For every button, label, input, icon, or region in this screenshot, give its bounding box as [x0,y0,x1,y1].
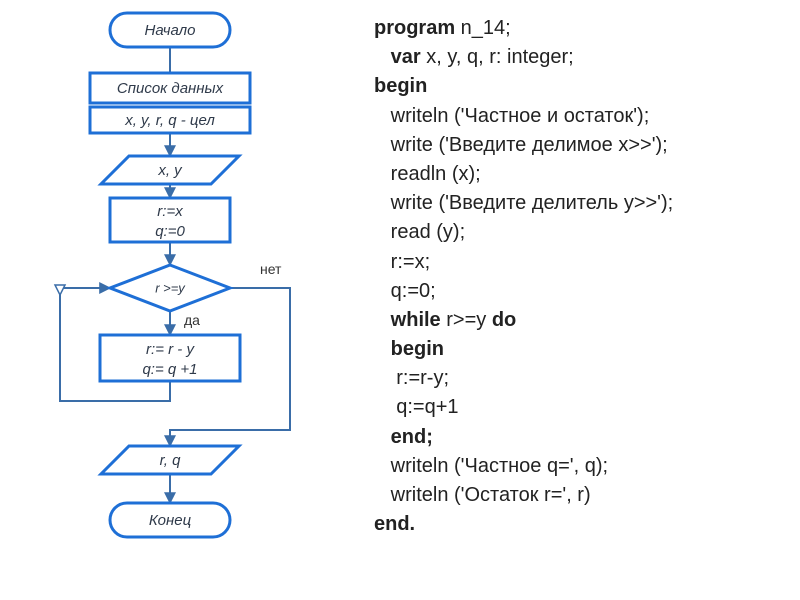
edge-label-yes: да [184,312,200,328]
code-line: begin [374,72,790,101]
code-line: program n_14; [374,14,790,43]
flowchart-svg: Начало Список данных x, y, r, q - цел x, y r… [0,0,350,600]
code-text [374,426,391,448]
flowchart-label: Список данных [117,80,224,97]
keyword: begin [374,75,427,97]
code-text: writeln ('Остаток r=', r) [374,484,591,506]
code-text: r:=x; [374,251,430,273]
flowchart-label: r:= r - y [146,341,195,358]
code-text: q:=q+1 [374,396,459,418]
code-line: r:=r-y; [374,364,790,393]
code-text: q:=0; [374,280,436,302]
code-line: writeln ('Частное q=', q); [374,452,790,481]
keyword: begin [391,338,444,360]
code-text: read (y); [374,221,465,243]
flowchart-label: r >=y [155,280,186,295]
code-line: q:=0; [374,277,790,306]
keyword: do [492,309,516,331]
loop-marker [55,285,65,295]
code-text: n_14; [455,17,511,39]
code-text: writeln ('Частное q=', q); [374,455,608,477]
keyword: end; [391,426,433,448]
code-text: r>=y [441,309,492,331]
code-line: write ('Введите делитель y>>'); [374,189,790,218]
code-line: r:=x; [374,248,790,277]
code-line: while r>=y do [374,306,790,335]
code-line: readln (x); [374,160,790,189]
flowchart-label: r, q [160,452,182,469]
code-text: write ('Введите делитель y>>'); [374,192,673,214]
code-line: read (y); [374,218,790,247]
code-line: writeln ('Остаток r=', r) [374,481,790,510]
code-line: end; [374,423,790,452]
edge-label-no: нет [260,261,282,277]
code-line: var x, y, q, r: integer; [374,43,790,72]
code-text [374,46,391,68]
code-line: q:=q+1 [374,393,790,422]
keyword: end. [374,513,415,535]
page: Начало Список данных x, y, r, q - цел x, y r… [0,0,800,600]
flowchart-label: q:=0 [155,223,185,240]
code-text: write ('Введите делимое x>>'); [374,134,668,156]
flowchart-label: x, y, r, q - цел [124,112,215,129]
flowchart-label: r:=x [157,203,183,220]
code-text: x, y, q, r: integer; [421,46,574,68]
code-line: write ('Введите делимое x>>'); [374,131,790,160]
code-panel: program n_14; var x, y, q, r: integer; be… [350,0,800,600]
flowchart-label: x, y [157,162,183,179]
code-line: end. [374,510,790,539]
keyword: while [391,309,441,331]
flowchart-label: q:= q +1 [142,361,197,378]
keyword: var [391,46,421,68]
keyword: program [374,17,455,39]
code-text [374,309,391,331]
code-text: readln (x); [374,163,481,185]
code-line: writeln ('Частное и остаток'); [374,102,790,131]
flowchart-label: Конец [149,512,192,529]
code-text: r:=r-y; [374,367,449,389]
flowchart-panel: Начало Список данных x, y, r, q - цел x, y r… [0,0,350,600]
code-text: writeln ('Частное и остаток'); [374,105,649,127]
flowchart-label: Начало [145,22,196,39]
code-text [374,338,391,360]
code-line: begin [374,335,790,364]
